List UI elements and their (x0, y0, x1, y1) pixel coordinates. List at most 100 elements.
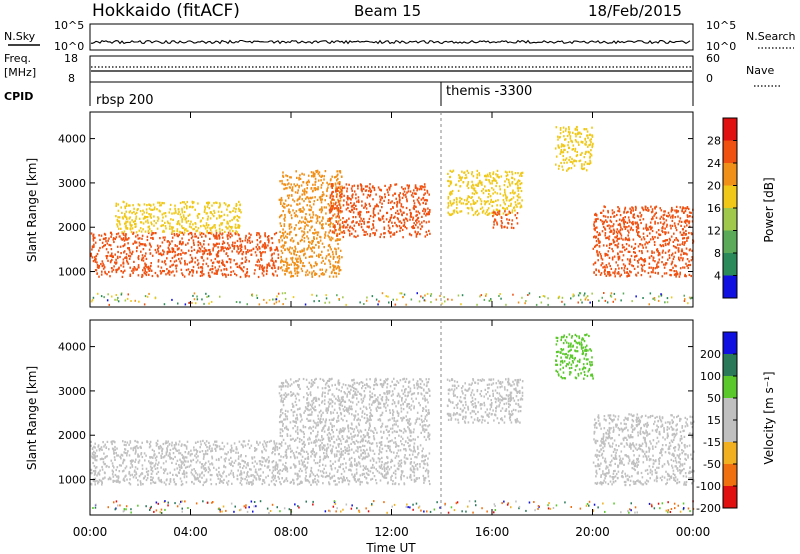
power-cell (682, 252, 685, 255)
power-cell (304, 217, 306, 220)
velocity-cell (178, 452, 180, 455)
power-cell (151, 232, 154, 235)
power-cell (588, 151, 590, 154)
power-cell (117, 216, 119, 219)
power-cell (338, 298, 340, 300)
power-cell (297, 242, 299, 245)
power-cell (318, 275, 321, 278)
power-cell (627, 216, 630, 219)
velocity-cell (251, 483, 253, 486)
power-cell (195, 235, 198, 238)
power-cell (301, 216, 303, 219)
power-cell (338, 266, 341, 269)
power-cell (311, 216, 314, 219)
velocity-cell (251, 481, 253, 484)
power-cell (196, 259, 199, 262)
velocity-cell (102, 461, 105, 464)
power-cell (169, 225, 171, 228)
power-cell (631, 264, 633, 267)
power-cell (216, 271, 218, 274)
power-cell (311, 239, 313, 243)
power-cell (673, 255, 675, 258)
power-cell (565, 157, 568, 160)
power-cell (333, 255, 335, 258)
power-cell (230, 270, 232, 274)
power-cell (389, 219, 391, 222)
power-cell (286, 187, 288, 190)
power-cell (581, 165, 583, 168)
power-cell (470, 203, 472, 206)
power-cell (153, 224, 155, 227)
power-cell (425, 230, 428, 234)
power-cell (372, 216, 375, 219)
velocity-cell (203, 455, 205, 458)
power-cell (491, 180, 494, 183)
velocity-cell (160, 446, 163, 449)
power-cell (401, 228, 404, 231)
power-cell (498, 295, 500, 297)
power-cell (321, 209, 323, 212)
velocity-cell (123, 443, 126, 446)
power-cell (282, 303, 284, 306)
power-cell (189, 205, 192, 208)
power-cell (369, 234, 371, 238)
power-cell (601, 230, 604, 233)
power-y-tick-label: 3000 (58, 177, 86, 190)
power-cell (484, 212, 487, 215)
power-cell (625, 211, 628, 214)
velocity-cell (172, 457, 174, 461)
power-cell (460, 303, 462, 306)
velocity-cell (269, 469, 271, 472)
power-cell (495, 173, 497, 176)
velocity-cell (114, 445, 116, 449)
power-cell (614, 244, 616, 247)
power-cell (191, 258, 194, 261)
power-cell (321, 194, 324, 197)
power-cell (157, 201, 159, 204)
power-cell (296, 215, 299, 218)
power-cell (623, 218, 625, 221)
power-cell (343, 199, 345, 202)
power-cell (372, 198, 374, 201)
velocity-cell (166, 448, 168, 451)
power-cell (110, 235, 112, 238)
power-cell (165, 273, 167, 276)
power-cell (339, 193, 342, 197)
velocity-cell (214, 440, 216, 443)
power-cell (519, 174, 521, 177)
power-cell (368, 186, 371, 189)
velocity-cell (169, 478, 172, 481)
power-cell (358, 215, 361, 218)
power-cell (279, 198, 282, 201)
power-cell (303, 254, 305, 257)
power-cell (619, 275, 621, 278)
power-cell (576, 154, 579, 157)
power-cell (215, 231, 218, 235)
power-cell (629, 228, 632, 231)
power-cell (343, 186, 346, 189)
power-cell (561, 300, 563, 303)
power-cell (559, 127, 562, 130)
power-cell (218, 216, 221, 219)
power-cell (587, 150, 589, 153)
power-cell (571, 160, 573, 163)
power-cell (366, 196, 369, 199)
power-cell (378, 300, 380, 303)
power-y-tick-label: 2000 (58, 221, 86, 234)
power-cell (333, 176, 336, 179)
power-cell (674, 251, 677, 254)
velocity-cell (265, 476, 267, 479)
velocity-cell (369, 415, 371, 418)
velocity-cell (106, 455, 108, 458)
power-cell (223, 213, 226, 216)
power-cell (351, 232, 353, 235)
velocity-cell (149, 462, 151, 465)
power-cell (185, 268, 188, 272)
power-cell (380, 189, 382, 192)
power-cell (209, 253, 211, 256)
power-cell (687, 220, 689, 223)
power-cell (500, 220, 503, 223)
power-cell (203, 252, 205, 255)
power-cell (102, 267, 105, 270)
power-cell (93, 245, 95, 248)
